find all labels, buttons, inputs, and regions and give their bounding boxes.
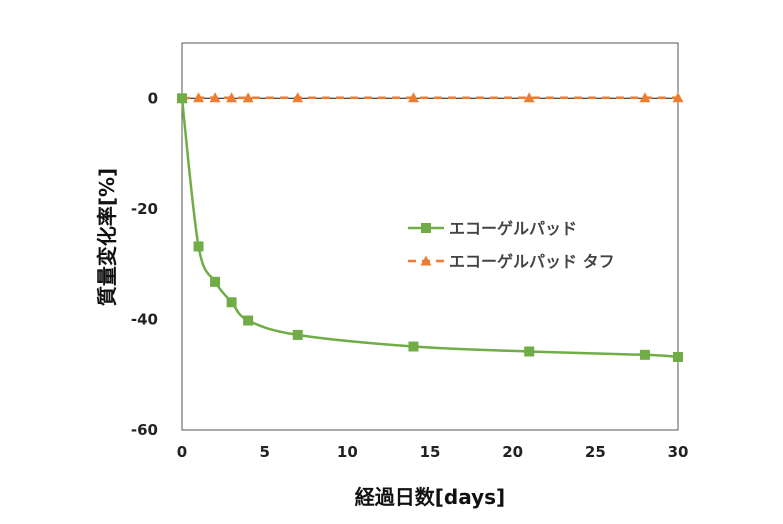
y-tick-label: 0 — [148, 89, 158, 107]
data-point — [524, 346, 535, 357]
legend-item: エコーゲルパッド — [408, 219, 577, 238]
data-point — [193, 92, 205, 103]
legend-swatch-marker — [421, 223, 431, 233]
x-tick-labels: 0 5 10 15 20 25 30 — [177, 443, 689, 461]
legend-label: エコーゲルパッド タフ — [449, 252, 615, 271]
data-point — [242, 92, 254, 103]
data-point — [673, 352, 683, 363]
series-line — [181, 96, 678, 100]
data-point — [408, 341, 419, 352]
data-point — [209, 92, 221, 103]
x-tick-label: 25 — [585, 443, 606, 461]
data-point — [639, 92, 651, 103]
legend-label: エコーゲルパッド — [449, 219, 577, 238]
x-axis-title: 経過日数[days] — [355, 485, 505, 509]
x-tick-label: 15 — [420, 443, 441, 461]
series-layer — [176, 92, 684, 363]
data-point — [292, 329, 303, 340]
data-point — [672, 92, 684, 103]
legend-swatch-marker — [420, 255, 432, 266]
data-point — [639, 349, 650, 360]
data-point — [407, 92, 419, 103]
x-tick-label: 10 — [337, 443, 358, 461]
y-tick-label: -20 — [131, 200, 158, 218]
data-point — [210, 276, 221, 287]
legend-item: エコーゲルパッド タフ — [408, 252, 615, 271]
x-tick-label: 0 — [177, 443, 187, 461]
y-axis-title: 質量変化率[%] — [95, 168, 119, 306]
x-tick-label: 20 — [502, 443, 523, 461]
series-echo-gel-pad — [177, 93, 683, 363]
y-tick-label: -60 — [131, 421, 158, 439]
data-point — [243, 315, 254, 326]
x-tick-label: 30 — [668, 443, 689, 461]
series-line — [180, 98, 679, 359]
data-point — [226, 92, 238, 103]
data-point — [523, 92, 535, 103]
y-tick-labels: 0 -20 -40 -60 — [131, 89, 158, 439]
y-tick-label: -40 — [131, 310, 158, 328]
plot-area — [181, 42, 679, 431]
data-point — [226, 297, 237, 308]
x-tick-label: 5 — [259, 443, 269, 461]
data-point — [177, 93, 187, 104]
data-point — [193, 241, 204, 252]
data-point — [292, 92, 304, 103]
